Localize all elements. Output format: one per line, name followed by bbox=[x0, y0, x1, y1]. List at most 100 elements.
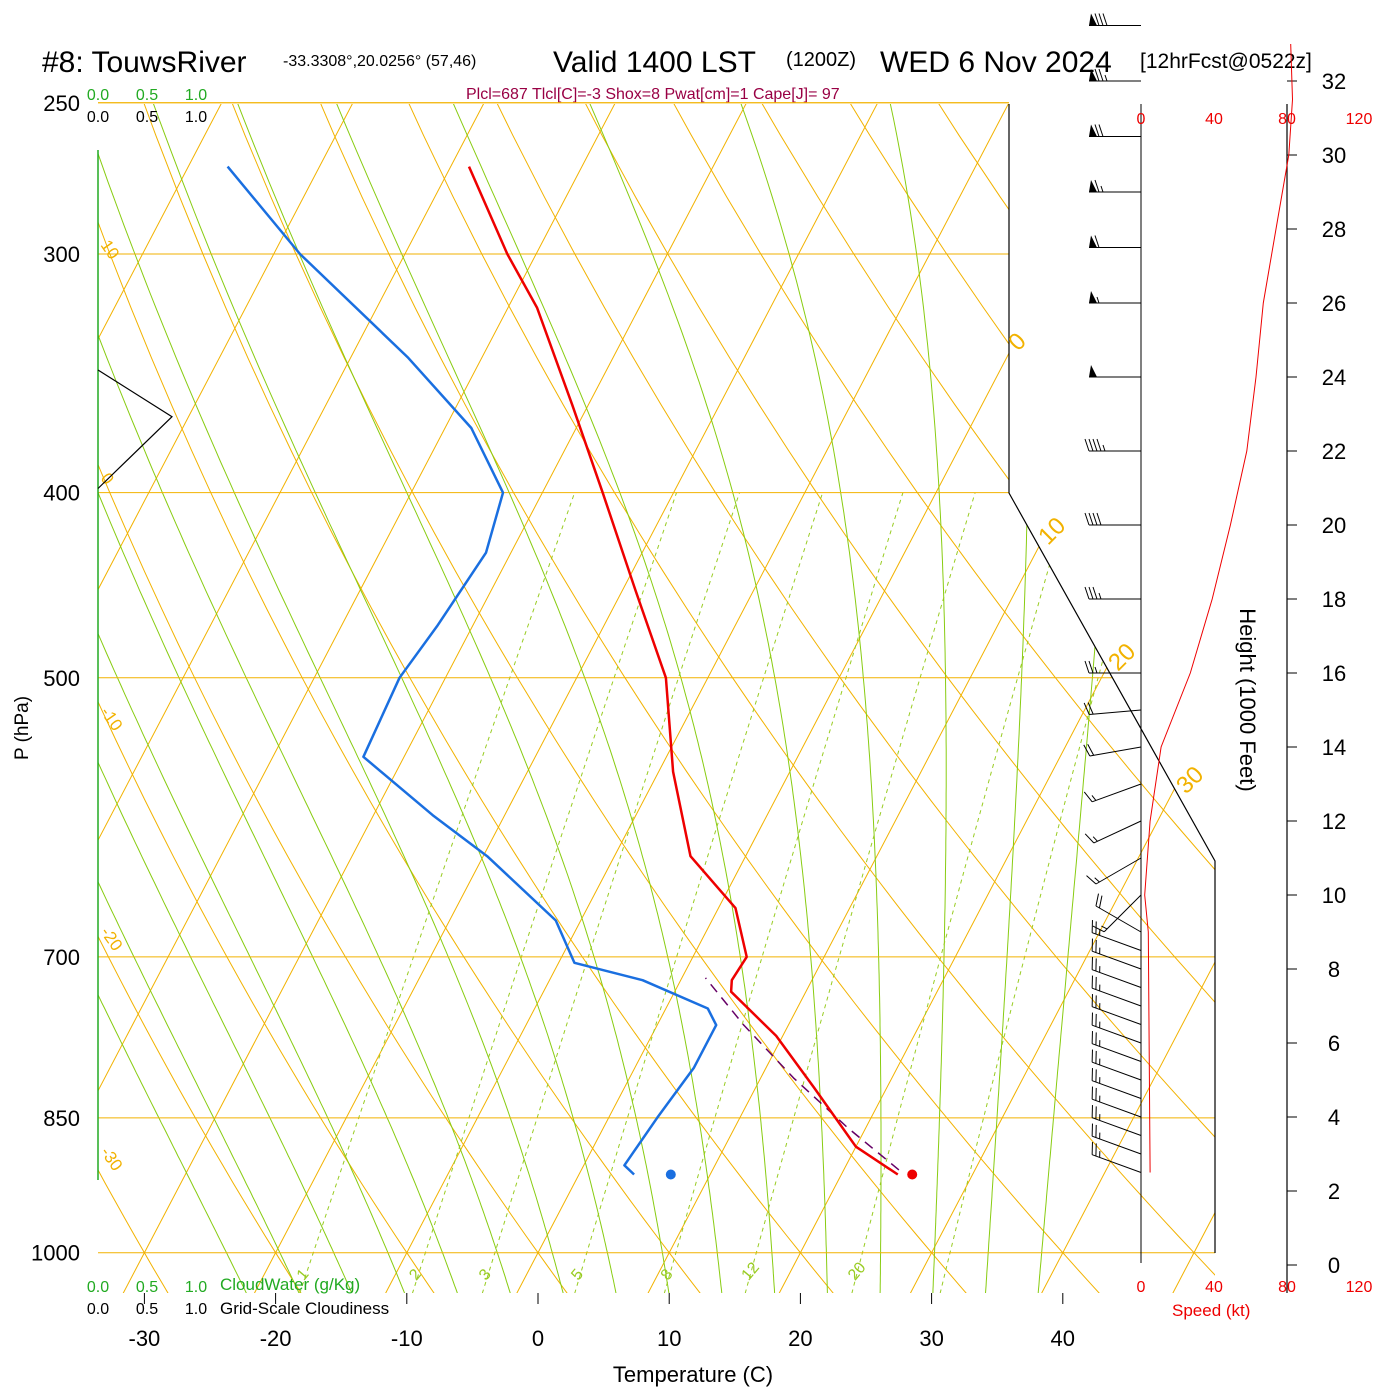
height-tick-label: 16 bbox=[1322, 661, 1346, 686]
wind-barb-staff bbox=[1095, 857, 1142, 885]
wind-barb-pennant bbox=[1089, 69, 1097, 81]
moist-adiabat-line bbox=[98, 104, 251, 1293]
wind-barb bbox=[1084, 660, 1141, 674]
speed-tick-bottom: 40 bbox=[1205, 1279, 1223, 1296]
x-tick-label: -30 bbox=[129, 1326, 161, 1351]
mixing-ratio-line bbox=[849, 492, 1071, 1293]
wind-barb-flag bbox=[1098, 13, 1104, 26]
wind-barb-flag bbox=[1083, 702, 1090, 715]
isotherm-line bbox=[1300, 69, 1400, 1301]
zulu-time: (1200Z) bbox=[786, 49, 856, 71]
cloudiness-tick-bottom: 0.0 bbox=[87, 1301, 109, 1318]
wind-barb-pennant bbox=[1089, 365, 1097, 377]
isotherm-line bbox=[98, 104, 503, 1293]
wind-barb bbox=[1091, 1031, 1142, 1062]
isotherm-line bbox=[98, 104, 372, 1293]
diagram-border bbox=[1008, 104, 1216, 1253]
height-tick-label: 28 bbox=[1322, 217, 1346, 242]
height-tick-label: 4 bbox=[1328, 1105, 1340, 1130]
cloudiness-tick-bottom: 1.0 bbox=[185, 1301, 207, 1318]
wind-barb bbox=[1089, 179, 1141, 193]
isotherm-label-left: -30 bbox=[97, 1143, 127, 1174]
dry-adiabat-line bbox=[98, 104, 174, 1293]
valid-time: Valid 1400 LST bbox=[553, 46, 756, 79]
wind-barb-flag bbox=[1084, 512, 1090, 526]
wind-barb bbox=[1089, 13, 1141, 26]
isotherm-line bbox=[98, 104, 240, 1293]
dry-adiabat-line bbox=[567, 104, 1215, 1293]
mixing-ratio-label: 12 bbox=[739, 1259, 764, 1284]
wind-barb-flag bbox=[1084, 660, 1090, 674]
wind-barb-staff bbox=[1089, 709, 1142, 716]
cloudwater-tick-top: 0.0 bbox=[87, 87, 109, 104]
wind-barb-pennant bbox=[1089, 235, 1097, 248]
mixing-ratio-label: 2 bbox=[406, 1266, 425, 1284]
wind-barb-flag bbox=[1088, 586, 1094, 600]
wind-barb-flag bbox=[1092, 438, 1098, 452]
speed-tick-top: 40 bbox=[1205, 111, 1223, 128]
wind-barb-half-flag bbox=[1100, 185, 1104, 193]
wind-barb bbox=[1084, 820, 1142, 844]
wind-barb-flag bbox=[1095, 893, 1099, 907]
mixing-ratio-line bbox=[742, 492, 976, 1293]
wind-barb-half-flag bbox=[1098, 592, 1102, 600]
x-axis-ticks: -30 -20 -10 0 10 20 30 40 bbox=[129, 1293, 1075, 1351]
x-tick-label: 0 bbox=[532, 1326, 544, 1351]
temperature-trace bbox=[467, 166, 899, 1176]
height-tick-label: 10 bbox=[1322, 883, 1346, 908]
wind-barb-half-flag bbox=[1104, 74, 1108, 82]
height-tick-label: 22 bbox=[1322, 439, 1346, 464]
dewpoint-trace bbox=[226, 165, 718, 1176]
wind-speed-profile bbox=[1144, 43, 1294, 1173]
x-tick-label: 30 bbox=[919, 1326, 943, 1351]
wind-barb bbox=[1086, 857, 1142, 885]
isotherm-line bbox=[98, 104, 634, 1293]
wind-barb-half-flag bbox=[1101, 925, 1108, 930]
moist-adiabat-line bbox=[98, 104, 409, 1293]
cloudiness-tick-top: 0.5 bbox=[136, 109, 158, 126]
wind-barb-staff bbox=[1091, 932, 1142, 951]
wind-barb-half-flag bbox=[1094, 877, 1100, 883]
valid-date: WED 6 Nov 2024 bbox=[880, 46, 1112, 79]
wind-barb-flag bbox=[1084, 438, 1090, 452]
wind-barb bbox=[1083, 702, 1142, 716]
height-tick-label: 14 bbox=[1322, 735, 1346, 760]
cloudiness-tick-top: 0.0 bbox=[87, 109, 109, 126]
cloudwater-tick-top: 0.5 bbox=[136, 87, 158, 104]
moist-adiabat-line bbox=[223, 104, 671, 1293]
wind-barb bbox=[1091, 1086, 1142, 1118]
dry-adiabat-line bbox=[654, 104, 1215, 1293]
wind-barb-staff bbox=[1091, 1061, 1142, 1081]
wind-barb-pennant bbox=[1089, 124, 1097, 137]
wind-barbs bbox=[1083, 13, 1142, 1173]
wind-barb-staff bbox=[1091, 969, 1142, 988]
wind-barb-staff bbox=[1091, 1043, 1142, 1062]
wind-barb bbox=[1091, 957, 1142, 988]
wind-barb bbox=[1089, 365, 1141, 378]
dry-adiabat-line bbox=[98, 104, 574, 1293]
wind-barb bbox=[1091, 994, 1142, 1025]
wind-barb-pennant bbox=[1089, 13, 1097, 26]
wind-barb-flag bbox=[1086, 875, 1097, 885]
pressure-tick-label: 250 bbox=[43, 91, 80, 116]
wind-barb-flag bbox=[1096, 438, 1102, 452]
height-tick-label: 6 bbox=[1328, 1031, 1340, 1056]
cloudwater-tick-bottom: 0.5 bbox=[136, 1279, 158, 1296]
isotherm-line bbox=[905, 104, 1215, 1293]
wind-barb-flag bbox=[1088, 438, 1094, 452]
moist-adiabat-line bbox=[98, 104, 514, 1293]
wind-barb-flag bbox=[1083, 791, 1093, 803]
wind-barb-flag bbox=[1083, 744, 1091, 757]
wind-barb-staff bbox=[1089, 746, 1142, 757]
wind-barb-flag bbox=[1088, 660, 1094, 674]
moist-adiabat-line bbox=[1037, 104, 1133, 1293]
wind-barb-half-flag bbox=[1102, 444, 1106, 452]
pressure-tick-label: 300 bbox=[43, 242, 80, 267]
wind-barb-staff bbox=[1091, 987, 1142, 1007]
isotherm-label-left: 10 bbox=[97, 236, 123, 262]
moist-adiabat-line bbox=[882, 104, 947, 1293]
wind-barb bbox=[1089, 124, 1141, 137]
